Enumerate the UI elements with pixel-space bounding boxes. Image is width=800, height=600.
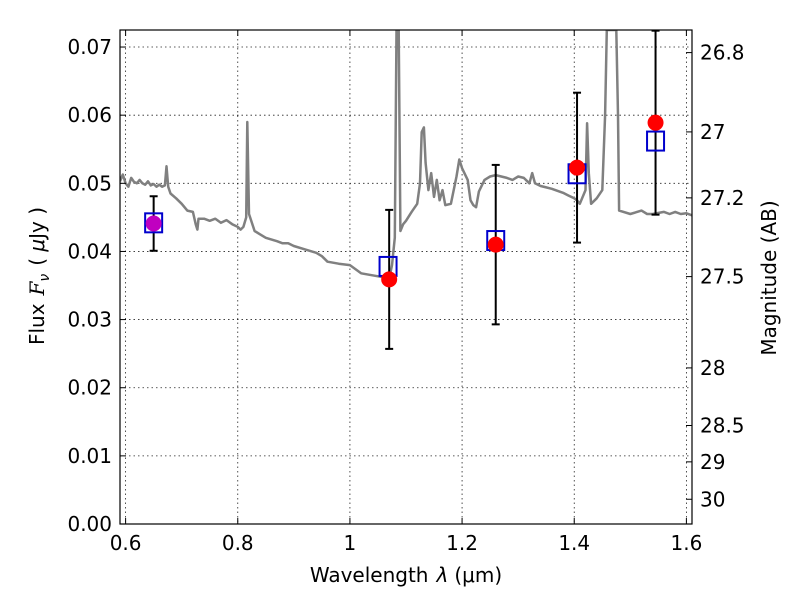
y-tick-label: 0.07 (67, 35, 112, 59)
observed-point (647, 114, 664, 131)
y-axis-ticks: 0.00 0.01 0.02 0.03 0.04 0.05 0.06 0.07 (67, 35, 126, 536)
x-tick-label: 0.8 (222, 531, 254, 555)
y-tick-label: 0.06 (67, 103, 112, 127)
model-spectrum-line (120, 30, 692, 280)
y2-tick-label: 28 (700, 356, 725, 380)
x-axis-title: Wavelength λ (μm) (310, 563, 502, 587)
y-tick-label: 0.03 (67, 308, 112, 332)
observed-point (487, 236, 504, 253)
y-tick-label: 0.05 (67, 171, 112, 195)
grid (120, 30, 692, 524)
y-axis-title: FluxFν( μJy ) (25, 207, 53, 345)
model-point (646, 130, 666, 152)
y2-axis-title: Magnitude (AB) (757, 200, 781, 355)
x-tick-label: 1 (344, 531, 357, 555)
plot-area (120, 30, 692, 280)
x-axis-ticks: 0.6 0.8 1 1.2 1.4 1.6 (110, 30, 702, 555)
observed-point (569, 159, 586, 176)
x-tick-label: 1.4 (558, 531, 590, 555)
y2-tick-label: 26.8 (700, 41, 745, 65)
observed-point (381, 271, 398, 288)
y2-tick-label: 27.2 (700, 186, 745, 210)
observed-point (145, 215, 162, 232)
y-tick-label: 0.04 (67, 239, 112, 263)
y2-tick-label: 28.5 (700, 414, 745, 438)
x-tick-label: 1.6 (670, 531, 702, 555)
y2-tick-label: 30 (700, 487, 725, 511)
error-bars (149, 29, 660, 350)
observed-points (145, 114, 664, 288)
y2-tick-label: 27.5 (700, 265, 745, 289)
y-tick-label: 0.02 (67, 376, 112, 400)
y-tick-label: 0.01 (67, 444, 112, 468)
x-tick-label: 1.2 (446, 531, 478, 555)
x-tick-label: 0.6 (110, 531, 142, 555)
y2-axis-ticks: 26.8 27 27.2 27.5 28 28.5 29 30 (686, 41, 745, 511)
y-tick-label: 0.00 (67, 512, 112, 536)
y2-tick-label: 29 (700, 450, 725, 474)
y2-tick-label: 27 (700, 120, 725, 144)
model-point (144, 212, 164, 234)
